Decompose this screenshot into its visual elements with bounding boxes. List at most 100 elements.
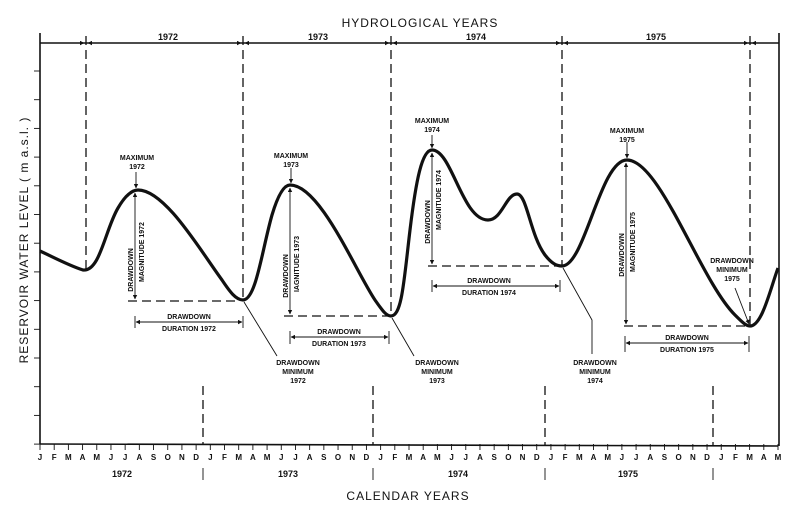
max-1973-line2: 1973 xyxy=(283,162,299,169)
calendar-year-dividers xyxy=(202,386,714,480)
month-label: O xyxy=(335,453,341,462)
month-label: M xyxy=(406,453,413,462)
min-1972-line2: MINIMUM xyxy=(282,369,314,376)
month-label: A xyxy=(647,453,653,462)
calendar-year-1975: 1975 xyxy=(618,469,638,479)
month-label: J xyxy=(549,453,553,462)
month-label: M xyxy=(93,453,100,462)
month-label: O xyxy=(165,453,171,462)
max-1975-line2: 1975 xyxy=(619,137,635,144)
min-1972-line3: 1972 xyxy=(290,378,306,385)
min-1975-line1: DRAWDOWN xyxy=(710,258,754,265)
hydro-year-1975: 1975 xyxy=(646,32,666,42)
max-1974-line2: 1974 xyxy=(424,127,440,134)
month-label: D xyxy=(704,453,710,462)
dur-1973-line2: DURATION 1973 xyxy=(312,341,366,348)
month-label: N xyxy=(520,453,526,462)
month-label: N xyxy=(349,453,355,462)
min-1975-line2: MINIMUM xyxy=(716,267,748,274)
water-level-curve xyxy=(39,148,780,328)
month-label: A xyxy=(136,453,142,462)
dur-1972-line1: DRAWDOWN xyxy=(167,314,211,321)
min-1973-line3: 1973 xyxy=(429,378,445,385)
month-label: N xyxy=(690,453,696,462)
month-label: D xyxy=(364,453,370,462)
month-label: F xyxy=(52,453,57,462)
month-label: J xyxy=(634,453,638,462)
max-1972-line2: 1972 xyxy=(129,164,145,171)
month-label: M xyxy=(576,453,583,462)
month-label: S xyxy=(491,453,497,462)
month-label: F xyxy=(563,453,568,462)
dur-1973-line1: DRAWDOWN xyxy=(317,329,361,336)
min-1974-line2: MINIMUM xyxy=(579,369,611,376)
hydrological-year-dividers xyxy=(85,36,751,326)
min-1975-line3: 1975 xyxy=(724,276,740,283)
top-title: HYDROLOGICAL YEARS xyxy=(342,16,499,30)
month-label: J xyxy=(279,453,283,462)
dur-1975-line1: DRAWDOWN xyxy=(665,335,709,342)
month-label: M xyxy=(235,453,242,462)
month-label: J xyxy=(464,453,468,462)
min-1973-line1: DRAWDOWN xyxy=(415,360,459,367)
month-label: A xyxy=(591,453,597,462)
month-label: J xyxy=(208,453,212,462)
mag-1974-line2: MAGNITUDE 1974 xyxy=(436,170,443,230)
month-label: D xyxy=(193,453,199,462)
month-label: A xyxy=(307,453,313,462)
dur-1974-line2: DURATION 1974 xyxy=(462,290,516,297)
month-label: M xyxy=(604,453,611,462)
calendar-year-1974: 1974 xyxy=(448,469,468,479)
min-1973-line2: MINIMUM xyxy=(421,369,453,376)
month-label: M xyxy=(434,453,441,462)
drawdown-guides xyxy=(128,135,750,357)
month-label: J xyxy=(449,453,453,462)
mag-1973-line2: IAGNITUDE 1973 xyxy=(294,236,301,292)
month-label: J xyxy=(293,453,297,462)
mag-1972-line2: MAGNITUDE 1972 xyxy=(139,222,146,282)
month-label: M xyxy=(264,453,271,462)
month-label: A xyxy=(477,453,483,462)
hydro-year-1974: 1974 xyxy=(466,32,486,42)
mag-1974-line1: DRAWDOWN xyxy=(425,200,432,244)
month-label: N xyxy=(179,453,185,462)
mag-1972-line1: DRAWDOWN xyxy=(128,248,135,292)
month-label: A xyxy=(250,453,256,462)
month-label: A xyxy=(420,453,426,462)
month-label: A xyxy=(80,453,86,462)
month-label: J xyxy=(123,453,127,462)
y-axis-label: RESERVOIR WATER LEVEL ( m a.s.l. ) xyxy=(17,117,31,364)
month-label: M xyxy=(746,453,753,462)
month-label: S xyxy=(321,453,327,462)
min-1974-line1: DRAWDOWN xyxy=(573,360,617,367)
calendar-year-1972: 1972 xyxy=(112,469,132,479)
dur-1974-line1: DRAWDOWN xyxy=(467,278,511,285)
month-label: M xyxy=(775,453,782,462)
month-label: F xyxy=(222,453,227,462)
max-1975-line1: MAXIMUM xyxy=(610,128,644,135)
max-1972-line1: MAXIMUM xyxy=(120,155,154,162)
mag-1973-line1: DRAWDOWN xyxy=(283,254,290,298)
month-label: O xyxy=(676,453,682,462)
month-label: M xyxy=(65,453,72,462)
month-label: S xyxy=(151,453,157,462)
month-label: A xyxy=(761,453,767,462)
month-label: J xyxy=(109,453,113,462)
mag-1975-line2: MAGNITUDE 1975 xyxy=(630,212,637,272)
annotation-labels: MAXIMUM 1972 MAXIMUM 1973 MAXIMUM 1974 M… xyxy=(120,118,754,385)
month-label: J xyxy=(38,453,42,462)
y-axis-ticks xyxy=(34,70,40,445)
month-label: J xyxy=(620,453,624,462)
mag-1975-line1: DRAWDOWN xyxy=(619,233,626,277)
dur-1972-line2: DURATION 1972 xyxy=(162,326,216,333)
month-label: D xyxy=(534,453,540,462)
min-1974-line3: 1974 xyxy=(587,378,603,385)
hydro-year-1973: 1973 xyxy=(308,32,328,42)
dur-1975-line2: DURATION 1975 xyxy=(660,347,714,354)
bottom-title: CALENDAR YEARS xyxy=(346,489,469,503)
hydro-year-1972: 1972 xyxy=(158,32,178,42)
max-1974-line1: MAXIMUM xyxy=(415,118,449,125)
month-label: J xyxy=(378,453,382,462)
